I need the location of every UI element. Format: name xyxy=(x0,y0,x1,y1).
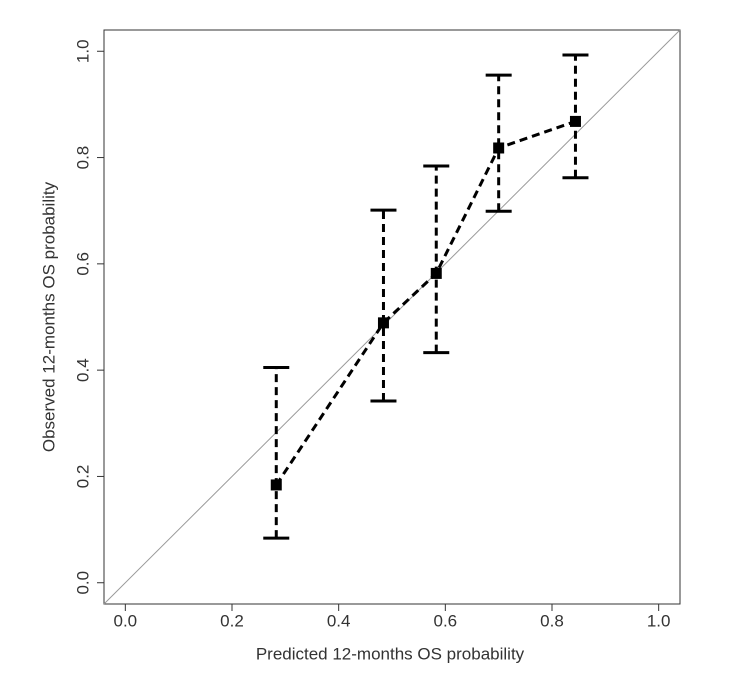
x-axis-title: Predicted 12-months OS probability xyxy=(256,644,525,663)
y-tick-label: 0.6 xyxy=(73,252,92,276)
point xyxy=(569,115,581,127)
x-tick-label: 0.4 xyxy=(327,611,351,630)
x-tick-label: 1.0 xyxy=(647,611,671,630)
point xyxy=(270,479,282,491)
point xyxy=(377,317,389,329)
x-tick-label: 0.2 xyxy=(220,611,244,630)
calibration-line xyxy=(275,119,576,486)
y-tick-label: 0.8 xyxy=(73,146,92,170)
y-tick-label: 0.0 xyxy=(73,571,92,595)
x-tick-label: 0.6 xyxy=(434,611,458,630)
reference-line xyxy=(103,29,681,605)
y-axis-title: Observed 12-months OS probability xyxy=(39,181,58,452)
x-tick-label: 0.8 xyxy=(540,611,564,630)
x-tick-label: 0.0 xyxy=(114,611,138,630)
y-tick-label: 0.2 xyxy=(73,465,92,489)
point xyxy=(430,267,442,279)
y-tick-label: 1.0 xyxy=(73,39,92,63)
plot-frame xyxy=(103,29,681,605)
point xyxy=(493,142,505,154)
y-tick-label: 0.4 xyxy=(73,358,92,382)
